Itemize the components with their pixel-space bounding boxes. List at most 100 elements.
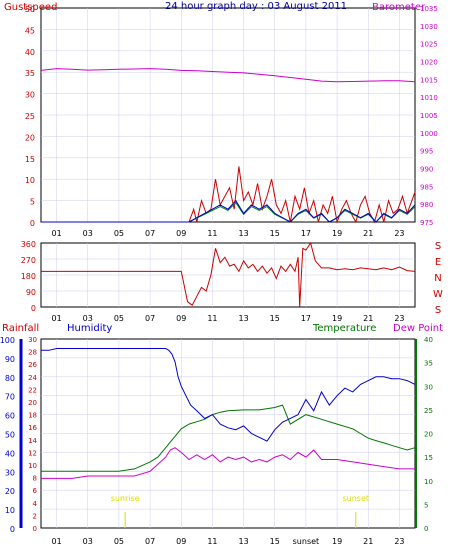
humidity-axis-tick-label: 30 [5, 468, 15, 477]
direction-axis-tick-label: 270 [21, 256, 36, 265]
barometer-axis-tick-label: 980 [420, 201, 433, 209]
x-axis-tick-label: 15 [270, 229, 280, 238]
x-axis-tick-label: 01 [51, 537, 61, 546]
rainfall-label: Rainfall [2, 323, 39, 334]
barometer-axis-tick-label: 1035 [420, 5, 438, 13]
humidity-series-line [41, 348, 416, 442]
x-axis-tick-label: 05 [114, 314, 124, 323]
humidity-axis-tick-label: 50 [5, 431, 15, 440]
barometer-axis-tick-label: 990 [420, 166, 433, 174]
x-axis-tick-label: 19 [332, 229, 342, 238]
direction-axis-tick-label: 0 [31, 304, 36, 313]
gust-axis-tick-label: 25 [25, 112, 35, 121]
rainfall-axis-tick-label: 30 [28, 336, 37, 344]
x-axis-tick-label: 11 [207, 314, 217, 323]
x-axis-tick-label: 21 [363, 537, 373, 546]
x-axis-tick-label: 07 [145, 314, 155, 323]
x-axis-tick-label: 07 [145, 537, 155, 546]
sunrise-label: sunrise [111, 494, 140, 503]
x-axis-tick-label: 23 [394, 537, 404, 546]
x-axis-tick-label: 03 [83, 229, 93, 238]
barometer-axis-tick-label: 1030 [420, 23, 438, 31]
x-axis-tick-label: 19 [332, 537, 342, 546]
gust-axis-tick-label: 30 [25, 91, 35, 100]
x-axis-tick-label: 23 [394, 229, 404, 238]
compass-label: S [435, 241, 441, 252]
x-axis-tick-label: 19 [332, 314, 342, 323]
x-axis-tick-label: 03 [83, 314, 93, 323]
temperature-axis-tick-label: 15 [424, 454, 433, 462]
rainfall-axis-tick-label: 6 [33, 487, 38, 495]
temperature-axis-tick-label: 35 [424, 360, 433, 368]
barometer-axis-tick-label: 1020 [420, 59, 438, 67]
rainfall-axis-tick-label: 28 [28, 349, 37, 357]
x-axis-tick-label: 09 [176, 537, 186, 546]
dewpoint-label: Dew Point [393, 323, 443, 334]
temperature-axis-tick-label: 40 [424, 336, 433, 344]
temperature-axis-tick-label: 0 [424, 525, 428, 533]
humidity-label: Humidity [67, 323, 112, 334]
barometer-axis-tick-label: 1005 [420, 112, 438, 120]
x-axis-tick-label: 15 [270, 314, 280, 323]
x-axis-tick-label: 09 [176, 314, 186, 323]
rainfall-axis-tick-label: 22 [28, 386, 37, 394]
x-axis-tick-label: 11 [207, 229, 217, 238]
direction-axis-tick-label: 360 [21, 240, 36, 249]
barometer-axis-tick-label: 1015 [420, 76, 438, 84]
humidity-axis-tick-label: 40 [5, 449, 15, 458]
gust-axis-tick-label: 40 [25, 48, 35, 57]
x-axis-tick-label: 11 [207, 537, 217, 546]
gust-series-line [41, 166, 416, 224]
temperature-axis-tick-label: 20 [424, 431, 433, 439]
average-wind-series-line [41, 199, 416, 223]
humidity-axis-tick-label: 20 [5, 487, 15, 496]
barometer-series-line [40, 68, 416, 83]
humidity-axis-tick-label: 10 [5, 506, 15, 515]
x-axis-tick-label: 21 [363, 314, 373, 323]
rainfall-axis-tick-label: 10 [28, 462, 37, 470]
humidity-axis-tick-label: 80 [5, 374, 15, 383]
rainfall-axis-tick-label: 0 [33, 525, 37, 533]
x-axis-tick-label: 13 [238, 229, 248, 238]
x-axis-tick-label: sunset [293, 537, 320, 546]
chart-title: 24 hour graph day : 03 August 2011 [165, 1, 347, 12]
temperature-axis-tick-label: 25 [424, 407, 433, 415]
sunset-label: sunset [343, 494, 370, 503]
gust-axis-tick-label: 45 [25, 26, 35, 35]
rainfall-axis-tick-label: 2 [33, 512, 37, 520]
barometer-axis-tick-label: 1010 [420, 94, 438, 102]
gust-axis-tick-label: 0 [30, 219, 35, 228]
rainfall-axis-tick-label: 20 [28, 399, 37, 407]
humidity-axis-tick-label: 100 [0, 336, 15, 345]
x-axis-tick-label: 07 [145, 229, 155, 238]
temperature-axis-tick-label: 10 [424, 478, 433, 486]
gust-axis-tick-label: 20 [25, 133, 35, 142]
barometer-axis-tick-label: 1025 [420, 41, 438, 49]
dewpoint-series-line [41, 447, 415, 479]
barometer-axis-tick-label: 985 [420, 183, 433, 191]
direction-axis-tick-label: 90 [26, 288, 36, 297]
rainfall-axis-tick-label: 24 [28, 374, 37, 382]
barometer-axis-title: Barometer [372, 2, 426, 13]
x-axis-tick-label: 05 [114, 229, 124, 238]
humidity-axis-tick-label: 90 [5, 355, 15, 364]
x-axis-tick-label: 01 [51, 229, 61, 238]
direction-axis-tick-label: 180 [21, 272, 36, 281]
gust-axis-tick-label: 10 [25, 176, 35, 185]
temperature-series-line [41, 404, 416, 472]
x-axis-tick-label: 17 [301, 229, 311, 238]
rainfall-axis-tick-label: 16 [28, 424, 37, 432]
x-axis-tick-label: 15 [270, 537, 280, 546]
barometer-axis-tick-label: 1000 [420, 130, 438, 138]
compass-label: N [434, 273, 441, 284]
rainfall-axis-tick-label: 26 [28, 361, 37, 369]
gust-axis-tick-label: 5 [30, 198, 35, 207]
temperature-axis-tick-label: 5 [424, 501, 428, 509]
humidity-axis-tick-label: 70 [5, 393, 15, 402]
temperature-axis-tick-label: 30 [424, 383, 433, 391]
compass-label: E [435, 257, 441, 268]
humidity-axis-tick-label: 0 [10, 525, 15, 534]
x-axis-tick-label: 09 [176, 229, 186, 238]
